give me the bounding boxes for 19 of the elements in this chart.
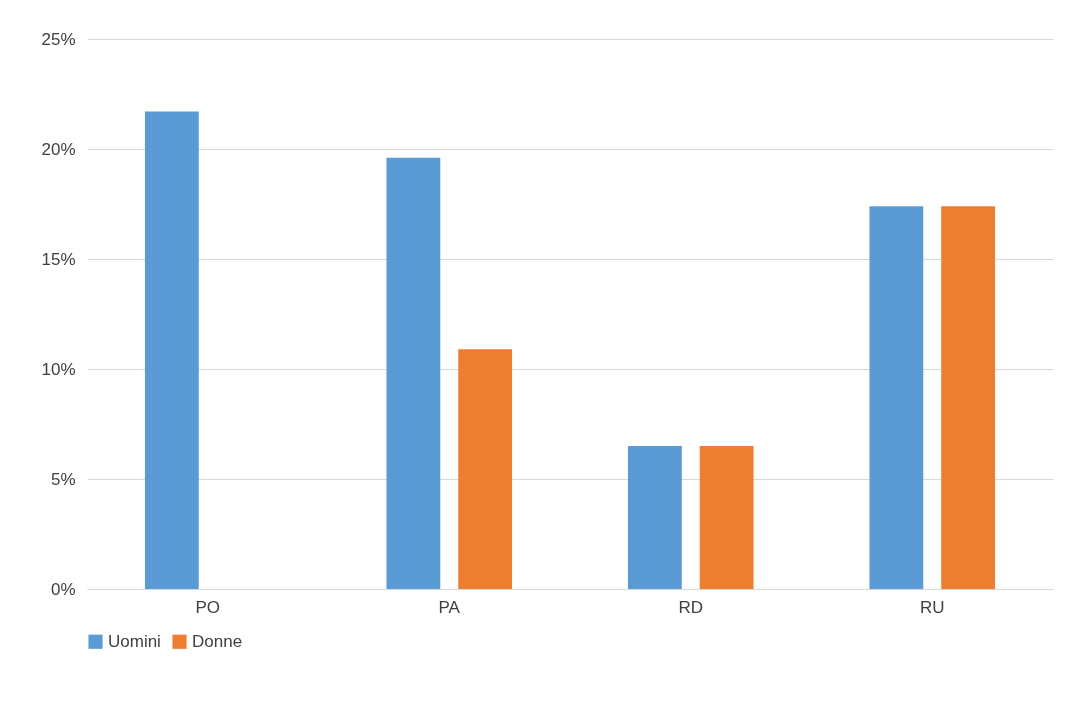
bar xyxy=(386,157,441,589)
y-tick-label: 15% xyxy=(41,249,76,269)
bar xyxy=(144,111,199,589)
bar xyxy=(627,446,682,589)
legend-label: Uomini xyxy=(108,631,161,651)
x-tick-label: PO xyxy=(195,597,221,617)
bar xyxy=(941,206,996,589)
y-tick-label: 20% xyxy=(41,139,76,159)
bar xyxy=(699,446,754,589)
x-tick-label: RD xyxy=(678,597,704,617)
y-tick-label: 0% xyxy=(50,579,76,599)
y-tick-label: 5% xyxy=(50,469,76,489)
bar xyxy=(869,206,924,589)
legend-label: Donne xyxy=(192,631,243,651)
y-tick-label: 10% xyxy=(41,359,76,379)
bar xyxy=(458,349,513,589)
x-tick-label: RU xyxy=(919,597,945,617)
x-tick-label: PA xyxy=(438,597,461,617)
y-tick-label: 25% xyxy=(41,29,76,49)
